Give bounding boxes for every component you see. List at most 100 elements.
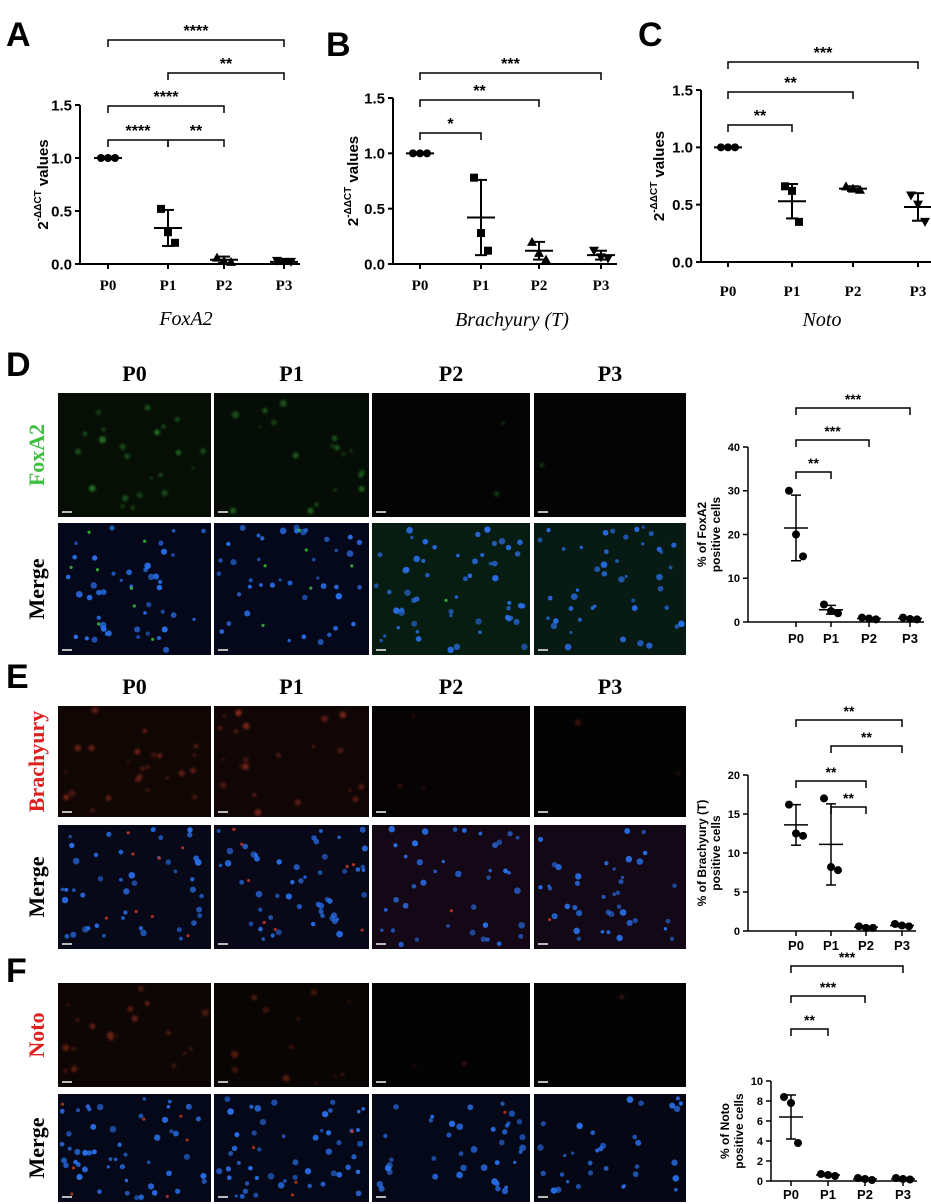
nucleus bbox=[537, 836, 544, 842]
nucleus bbox=[446, 923, 450, 928]
merge-signal bbox=[350, 564, 354, 568]
nucleus bbox=[239, 879, 245, 885]
nucleus bbox=[540, 1170, 546, 1177]
merge-signal bbox=[186, 934, 190, 938]
nucleus bbox=[469, 929, 476, 936]
nucleus bbox=[602, 529, 609, 536]
nucleus bbox=[275, 929, 282, 936]
nucleus bbox=[267, 1172, 275, 1180]
nucleus bbox=[467, 573, 473, 579]
y-tick-label: 30 bbox=[728, 486, 740, 498]
x-tick-label: P2 bbox=[857, 1187, 873, 1202]
micrograph-marker-P0 bbox=[58, 706, 211, 817]
nucleus bbox=[612, 892, 617, 897]
nucleus bbox=[82, 926, 89, 933]
nucleus bbox=[96, 589, 102, 596]
merge-signal bbox=[263, 564, 267, 568]
nucleus bbox=[170, 612, 177, 618]
cell-signal bbox=[63, 794, 70, 800]
nucleus bbox=[109, 1125, 117, 1133]
nucleus bbox=[124, 1190, 130, 1196]
cell-signal bbox=[131, 1015, 138, 1022]
nucleus bbox=[158, 540, 164, 546]
cell-signal bbox=[66, 1003, 70, 1007]
nucleus bbox=[550, 1187, 558, 1194]
nucleus bbox=[547, 595, 553, 601]
nucleus bbox=[478, 831, 483, 836]
nucleus bbox=[478, 630, 482, 635]
nucleus bbox=[195, 1116, 201, 1122]
nucleus bbox=[236, 592, 242, 597]
nucleus bbox=[422, 538, 429, 545]
nucleus bbox=[615, 890, 621, 895]
significance-bracket bbox=[727, 91, 854, 99]
nucleus bbox=[183, 1153, 190, 1160]
merge-signal bbox=[444, 598, 448, 602]
nucleus bbox=[187, 827, 193, 833]
merge-label: Merge bbox=[24, 1117, 49, 1178]
stain-label: Brachyury bbox=[24, 711, 49, 812]
chart-B: 0.00.51.01.5P0 P1 P2 P3******2-ΔΔCT valuesB… bbox=[343, 56, 617, 331]
data-point bbox=[780, 1093, 788, 1101]
micrograph-merge-P1 bbox=[214, 1094, 369, 1202]
nucleus bbox=[454, 595, 459, 599]
significance-label: ** bbox=[190, 123, 203, 140]
merge-signal bbox=[181, 846, 185, 850]
nucleus bbox=[675, 1096, 680, 1101]
cell-signal bbox=[95, 409, 102, 416]
nucleus bbox=[514, 551, 521, 557]
nucleus bbox=[538, 885, 543, 890]
nucleus bbox=[488, 868, 492, 873]
micrograph-merge-P3 bbox=[534, 1094, 686, 1202]
significance-label: *** bbox=[845, 391, 862, 407]
merge-signal bbox=[60, 1102, 65, 1106]
nucleus bbox=[635, 1139, 642, 1146]
significance-label: ** bbox=[754, 108, 767, 125]
nucleus bbox=[154, 1134, 161, 1141]
nucleus bbox=[161, 1116, 169, 1123]
significance-label: *** bbox=[839, 949, 856, 965]
cell-signal bbox=[341, 452, 346, 457]
y-tick-label: 10 bbox=[751, 1076, 763, 1088]
nucleus bbox=[150, 826, 156, 832]
cell-signal bbox=[358, 486, 365, 492]
cell-signal bbox=[171, 1063, 177, 1069]
nucleus bbox=[236, 1160, 241, 1165]
significance-bracket bbox=[727, 61, 919, 69]
nucleus bbox=[277, 1182, 285, 1189]
nucleus bbox=[173, 869, 178, 874]
nucleus bbox=[143, 611, 147, 615]
nucleus bbox=[123, 910, 128, 915]
micrograph-merge-P2 bbox=[372, 825, 530, 949]
data-point bbox=[834, 866, 842, 875]
nucleus bbox=[517, 539, 523, 546]
nucleus bbox=[163, 646, 170, 653]
nucleus bbox=[151, 1190, 158, 1196]
panel-label-d: D bbox=[6, 346, 31, 384]
nucleus bbox=[518, 1149, 523, 1154]
nucleus bbox=[514, 887, 521, 894]
y-axis-label: 2-ΔΔCT values bbox=[343, 136, 362, 226]
y-tick-label: 8 bbox=[757, 1096, 763, 1108]
cell-signal bbox=[359, 469, 366, 475]
merge-signal bbox=[247, 878, 251, 883]
nucleus bbox=[610, 528, 616, 534]
cell-signal bbox=[262, 408, 268, 414]
nucleus bbox=[540, 1121, 546, 1127]
cell-signal bbox=[75, 1018, 80, 1022]
column-header: P3 bbox=[598, 674, 622, 699]
micrograph-background bbox=[534, 825, 686, 949]
nucleus bbox=[355, 1128, 360, 1132]
cell-signal bbox=[349, 449, 353, 453]
x-tick-label: P3 bbox=[593, 278, 610, 294]
y-axis-label-base: 2 bbox=[651, 213, 668, 221]
nucleus bbox=[74, 1148, 81, 1156]
x-tick-label: P2 bbox=[861, 631, 877, 646]
nucleus bbox=[185, 1103, 192, 1110]
nucleus bbox=[134, 626, 141, 633]
merge-signal bbox=[240, 842, 244, 846]
scale-bar bbox=[218, 811, 228, 813]
cell-signal bbox=[144, 1001, 150, 1006]
cell-signal bbox=[461, 1061, 467, 1067]
